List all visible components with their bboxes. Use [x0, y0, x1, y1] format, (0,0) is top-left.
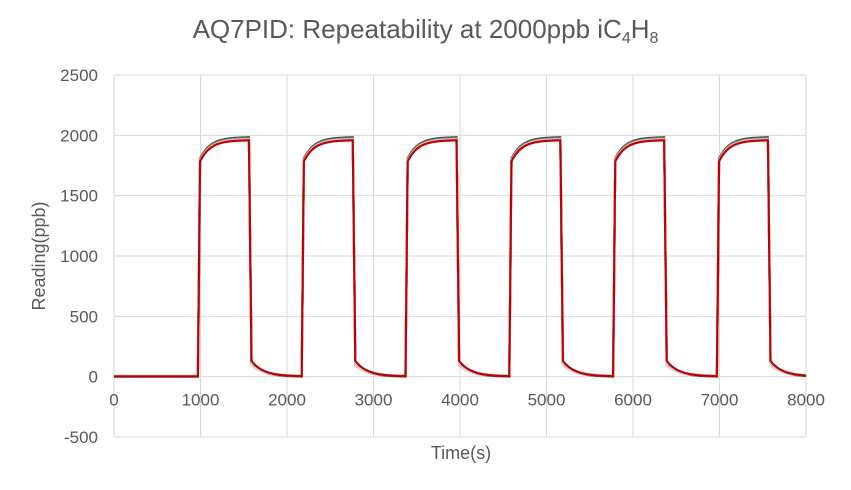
- x-tick-label: 7000: [701, 391, 739, 410]
- chart-title: AQ7PID: Repeatability at 2000ppb iC4H8: [192, 14, 659, 47]
- series-line-6: [113, 139, 807, 378]
- series-layer: [113, 136, 807, 378]
- y-tick-label: 1500: [60, 187, 98, 206]
- y-tick-label: 1000: [60, 247, 98, 266]
- y-tick-label: 0: [89, 368, 98, 387]
- x-tick-label: 1000: [182, 391, 220, 410]
- y-tick-label: -500: [64, 428, 98, 447]
- x-tick-label: 0: [109, 391, 118, 410]
- y-tick-label: 500: [70, 307, 98, 326]
- x-tick-label: 8000: [787, 391, 825, 410]
- y-tick-labels: -500 0 500 1000 1500 2000 2500: [60, 66, 98, 447]
- y-axis-label: Reading(ppb): [29, 201, 49, 310]
- x-tick-label: 6000: [614, 391, 652, 410]
- x-tick-label: 2000: [268, 391, 306, 410]
- x-tick-label: 5000: [528, 391, 566, 410]
- x-axis-label: Time(s): [431, 443, 491, 463]
- y-tick-label: 2500: [60, 66, 98, 85]
- y-tick-label: 2000: [60, 126, 98, 145]
- x-tick-labels: 0 1000 2000 3000 4000 5000 6000 7000 8000: [109, 391, 825, 410]
- x-tick-label: 3000: [355, 391, 393, 410]
- gridlines: [113, 74, 807, 438]
- x-tick-label: 4000: [441, 391, 479, 410]
